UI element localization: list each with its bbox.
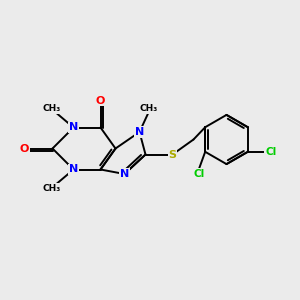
Text: O: O bbox=[96, 95, 105, 106]
Text: CH₃: CH₃ bbox=[43, 184, 61, 193]
Text: CH₃: CH₃ bbox=[43, 104, 61, 113]
Text: Cl: Cl bbox=[265, 147, 277, 157]
Text: N: N bbox=[135, 127, 144, 137]
Text: Cl: Cl bbox=[194, 169, 205, 179]
Text: CH₃: CH₃ bbox=[140, 104, 158, 113]
Text: N: N bbox=[120, 169, 129, 179]
Text: S: S bbox=[169, 149, 176, 160]
Text: N: N bbox=[69, 164, 78, 175]
Text: N: N bbox=[69, 122, 78, 133]
Text: O: O bbox=[20, 143, 29, 154]
